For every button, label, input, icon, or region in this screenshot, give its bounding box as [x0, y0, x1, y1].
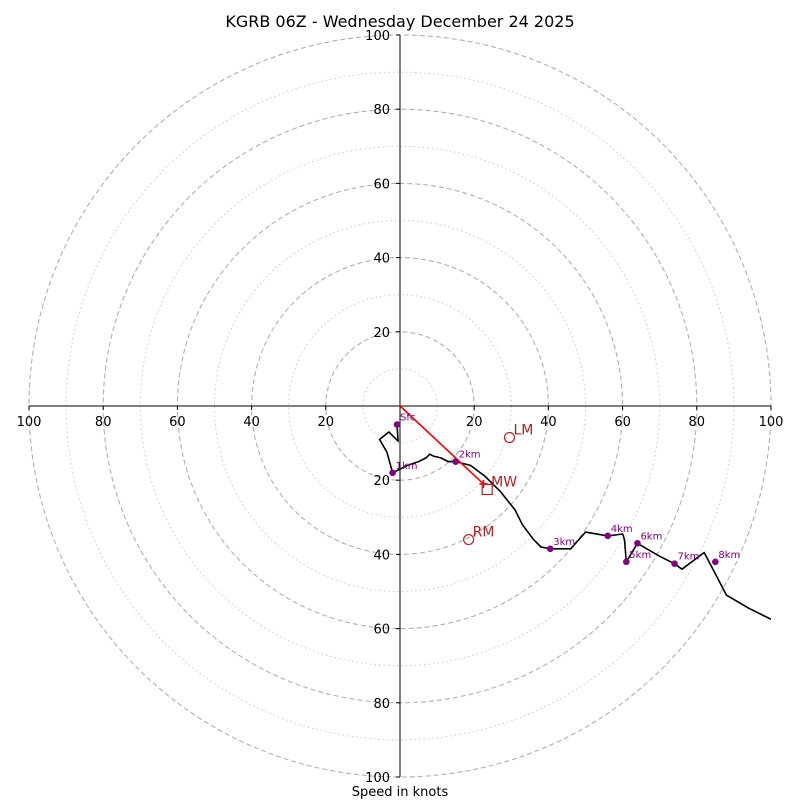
- storm-motion-marker: [503, 431, 516, 444]
- storm-motion-label: RM: [473, 525, 495, 541]
- storm-motion-marker: [463, 533, 475, 546]
- x-tick-label: 80: [95, 415, 112, 430]
- storm-motion-label: MW: [491, 474, 517, 490]
- y-tick-label: 40: [373, 548, 390, 563]
- x-tick-label: 100: [759, 415, 784, 430]
- storm-motion-label: LM: [513, 423, 533, 439]
- hodograph-trace-group: [378, 424, 771, 621]
- height-marker-label: 3km: [553, 537, 575, 548]
- storm-motion-marker: [481, 483, 493, 496]
- x-tick-label: 20: [466, 415, 483, 430]
- height-marker-dot: [393, 421, 401, 428]
- y-tick-label: 60: [373, 177, 390, 192]
- height-marker-dot: [604, 532, 612, 540]
- height-marker-label: 4km: [611, 524, 633, 535]
- x-tick-label: 60: [169, 415, 186, 430]
- height-marker-label: 5km: [629, 550, 651, 561]
- x-tick-label: 100: [17, 415, 42, 430]
- y-tick-label: 40: [373, 252, 390, 267]
- x-tick-label: 60: [614, 415, 631, 430]
- height-marker-label: 7km: [678, 552, 700, 563]
- x-tick-label: 40: [540, 415, 557, 430]
- height-marker-label: 1km: [396, 461, 418, 472]
- y-tick-label: 20: [373, 326, 390, 341]
- height-marker-dot: [389, 469, 396, 477]
- chart-title: KGRB 06Z - Wednesday December 24 2025: [225, 12, 574, 31]
- height-marker-dot: [546, 545, 554, 553]
- x-tick-label: 80: [689, 415, 706, 430]
- height-marker-dot: [634, 539, 641, 547]
- height-marker-dot: [623, 558, 630, 566]
- mean-wind-vector-line: [399, 405, 485, 485]
- y-tick-label: 20: [373, 474, 390, 489]
- y-tick-label: 80: [373, 697, 390, 712]
- y-tick-label: 60: [373, 623, 390, 638]
- y-tick-label: 100: [365, 771, 390, 786]
- height-marker-label: 2km: [459, 450, 481, 461]
- storm-motions: LM MW RM: [463, 423, 533, 546]
- height-marker-dot: [671, 560, 678, 567]
- height-marker-dot: [712, 558, 719, 566]
- y-tick-label: 100: [365, 29, 390, 44]
- height-marker-label: 8km: [718, 550, 740, 561]
- height-marker-label: Sfc: [400, 413, 415, 424]
- height-markers: Sfc 1km 2km 3km 4km 5km 6km 7km 8km: [389, 413, 740, 567]
- height-marker-dot: [452, 458, 459, 465]
- tick-labels: 100 80 60 40 20 20 40 60 80 100 20 40 60 80 100 20 40 60 8…: [17, 29, 784, 786]
- height-marker-label: 6km: [640, 531, 662, 542]
- x-tick-label: 20: [318, 415, 335, 430]
- y-tick-label: 80: [373, 103, 390, 118]
- x-axis-label: Speed in knots: [352, 785, 449, 800]
- x-tick-label: 40: [243, 415, 260, 430]
- hodograph-trace: [378, 424, 771, 621]
